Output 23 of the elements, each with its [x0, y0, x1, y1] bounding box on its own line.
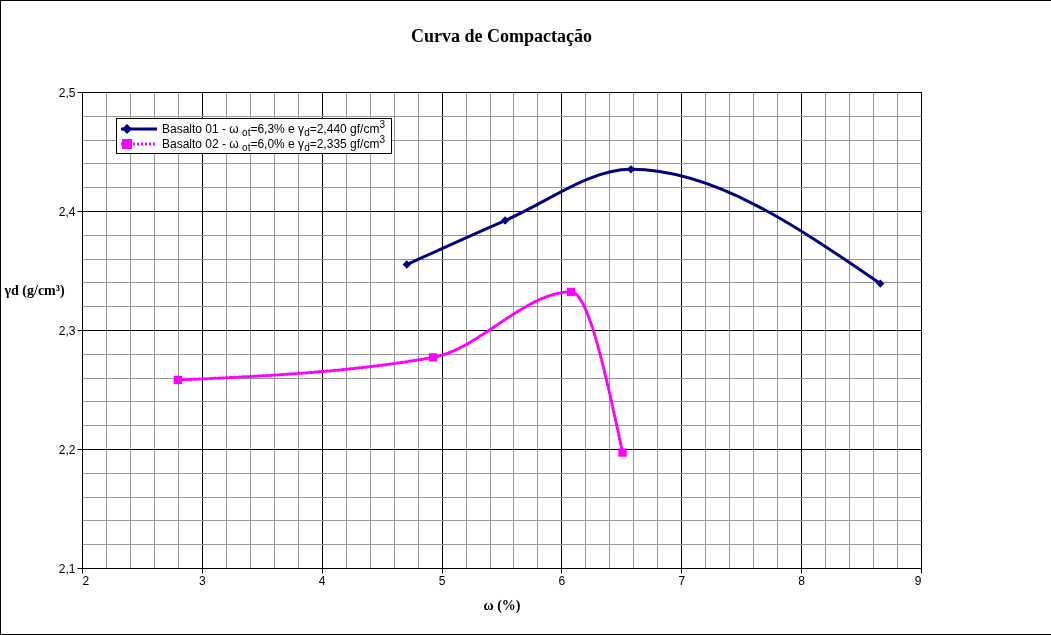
x-tick-label: 5	[438, 573, 446, 588]
point	[402, 260, 411, 269]
x-tick-label: 2	[82, 573, 90, 588]
point	[429, 353, 438, 362]
y-tick-label: 2,3	[58, 323, 76, 338]
point	[618, 448, 627, 457]
y-tick-label: 2,4	[58, 204, 76, 219]
chart-title: Curva de Compactação	[411, 26, 592, 46]
x-tick-label: 6	[558, 573, 566, 588]
x-tick-label: 3	[199, 573, 207, 588]
x-tick-label: 8	[798, 573, 806, 588]
y-tick-label: 2,5	[58, 85, 76, 100]
point	[566, 287, 576, 297]
x-tick-label: 7	[678, 573, 686, 588]
x-tick-label: 4	[318, 573, 326, 588]
x-tick-label: 9	[914, 573, 922, 588]
y-tick-label: 2,2	[58, 442, 76, 457]
y-tick-label: 2,1	[58, 561, 76, 576]
point	[500, 216, 510, 225]
x-axis-title: ω (%)	[483, 597, 521, 614]
point	[876, 279, 885, 288]
point	[173, 375, 183, 385]
y-axis-title: γd (g/cm³)	[3, 282, 65, 299]
